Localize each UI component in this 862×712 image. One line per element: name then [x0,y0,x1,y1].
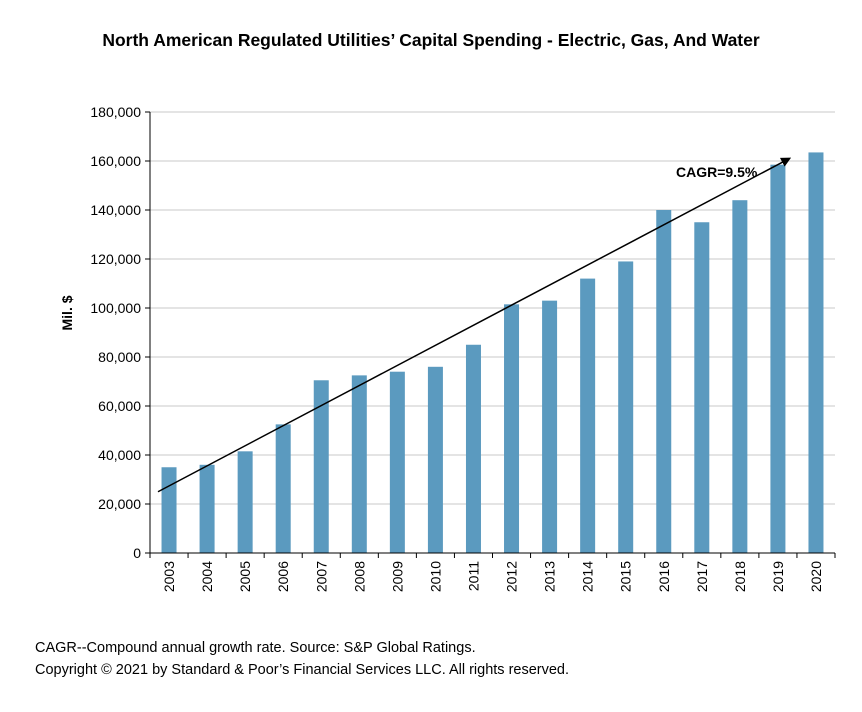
x-tick-label: 2006 [275,561,291,592]
y-tick-label: 160,000 [90,153,141,169]
bar-2009 [389,371,405,553]
cagr-annotation: CAGR=9.5% [676,164,758,180]
bar-chart: 0 20,000 40,000 60,000 80,000 100,000 120,000 1… [59,104,836,592]
x-tick-label: 2014 [580,561,596,592]
x-tick-label: 2011 [465,561,481,591]
x-tick-label: 2020 [808,561,824,592]
x-tick-label: 2017 [694,561,710,592]
x-tick-label: 2007 [313,561,329,592]
bar-2003 [161,467,177,553]
copyright-note: Copyright © 2021 by Standard & Poor’s Fi… [35,662,570,678]
bar-2011 [465,344,481,553]
bar-2004 [199,464,215,553]
x-tick-label: 2013 [542,561,558,592]
source-note: CAGR--Compound annual growth rate. Sourc… [35,640,476,656]
y-tick-label: 180,000 [90,104,141,120]
x-tick-label: 2008 [351,561,367,592]
x-tick-label: 2018 [732,561,748,592]
y-tick-label: 80,000 [98,349,141,365]
x-tick-label: 2009 [389,561,405,592]
bar-2015 [618,261,634,553]
bar-2007 [313,380,329,553]
y-tick-label: 0 [133,545,141,561]
x-tick-label: 2004 [199,561,215,592]
x-tick-label: 2016 [656,561,672,592]
bar-2008 [351,375,367,553]
bar-2019 [770,164,786,554]
bar-2017 [694,222,710,553]
y-tick-label: 40,000 [98,447,141,463]
bar-2010 [427,366,443,553]
bar-2012 [504,304,520,553]
x-tick-label: 2010 [427,561,443,592]
bar-2020 [808,152,824,554]
y-tick-label: 140,000 [90,202,141,218]
bar-2018 [732,200,748,553]
y-axis-label: Mil. $ [59,295,75,330]
bar-2016 [656,210,672,553]
y-tick-label: 60,000 [98,398,141,414]
x-tick-label: 2019 [770,561,786,592]
bar-2006 [275,424,291,553]
x-tick-label: 2012 [504,561,520,592]
x-tick-label: 2005 [237,561,253,592]
chart-title: North American Regulated Utilities’ Capi… [102,30,760,50]
y-tick-label: 20,000 [98,496,141,512]
bar-2013 [542,300,558,553]
bar-2014 [580,278,596,553]
bar-2005 [237,451,253,553]
x-tick-label: 2003 [161,561,177,592]
cagr-trend-arrow [157,157,792,493]
y-tick-label: 120,000 [90,251,141,267]
x-tick-label: 2015 [618,561,634,592]
y-tick-label: 100,000 [90,300,141,316]
